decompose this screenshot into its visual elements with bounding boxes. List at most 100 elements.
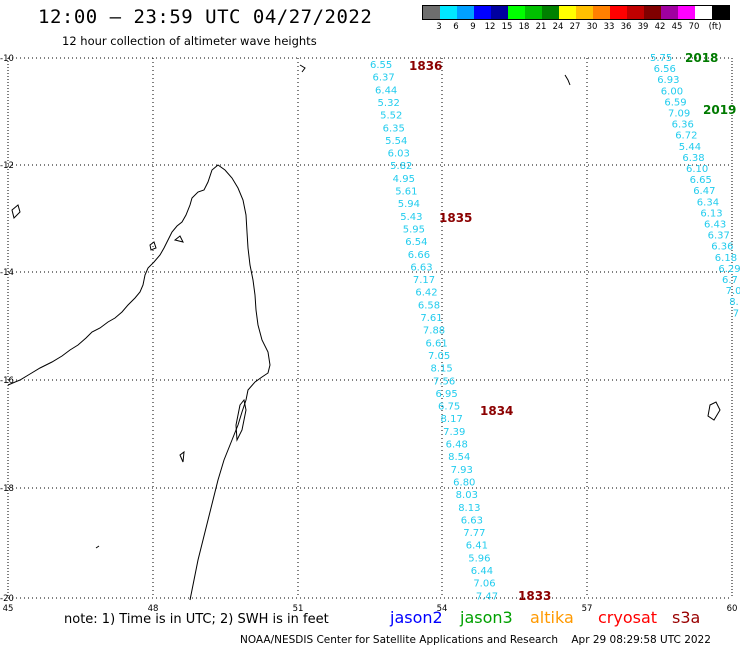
legend-swatch: [457, 6, 474, 19]
map-subtitle: 12 hour collection of altimeter wave hei…: [62, 34, 317, 48]
map-title: 12:00 – 23:59 UTC 04/27/2022: [38, 6, 373, 28]
wave-height-value: 5.61: [395, 187, 417, 198]
wave-height-value: 6.36: [672, 120, 694, 131]
legend-label: 3: [436, 22, 442, 32]
timestamp-label: 1834: [480, 404, 513, 418]
legend-label: 36: [620, 22, 632, 32]
wave-height-value: 6.56: [654, 64, 676, 75]
timestamp-label: 1836: [409, 59, 442, 73]
track-values: 6.556.376.445.325.526.355.546.035.824.95…: [370, 53, 740, 602]
lat-lon-grid: [7, 57, 733, 599]
satellite-name: jason2: [390, 608, 443, 627]
wave-height-value: 6.48: [446, 440, 468, 451]
wave-height-value: 5.54: [385, 136, 407, 147]
wave-height-value: 7.17: [413, 275, 435, 286]
legend-swatch: [576, 6, 593, 19]
wave-height-value: 5.96: [468, 553, 490, 564]
satellite-name: s3a: [672, 608, 701, 627]
wave-height-value: 6.13: [700, 208, 722, 219]
legend-label: 21: [535, 22, 547, 32]
lat-label: -12: [0, 161, 14, 171]
wave-height-value: 8.13: [458, 503, 480, 514]
legend-label: 15: [501, 22, 513, 32]
wave-height-value: 8.15: [430, 364, 452, 375]
lat-label: -20: [0, 594, 14, 604]
wave-height-value: 7.56: [433, 376, 455, 387]
legend-label: (ft): [708, 22, 722, 32]
track-timestamps: 1836 1835 1834 1833 2018 2019: [409, 51, 736, 603]
island: [707, 401, 721, 421]
island: [11, 204, 21, 219]
lon-label: 57: [582, 604, 593, 614]
satellite-name: altika: [530, 608, 574, 627]
units-note: note: 1) Time is in UTC; 2) SWH is in fe…: [64, 612, 329, 627]
wave-height-value: 7.: [733, 308, 740, 319]
wave-height-value: 7.93: [451, 465, 473, 476]
lon-label: 60: [727, 604, 738, 614]
wave-height-value: 6.37: [708, 231, 730, 242]
legend-label: 9: [470, 22, 476, 32]
legend-label: 33: [603, 22, 615, 32]
timestamp-label: 2019: [703, 103, 736, 117]
legend-swatch: [695, 6, 712, 19]
lat-label: -14: [0, 268, 14, 278]
wave-height-value: 6.38: [682, 153, 704, 164]
lon-label: 48: [148, 604, 159, 614]
wave-height-value: 6.54: [405, 237, 427, 248]
island: [173, 235, 184, 243]
island: [149, 241, 157, 251]
satellite-name: jason3: [460, 608, 513, 627]
wave-height-value: 6.37: [373, 73, 395, 84]
wave-height-value: 6.47: [693, 186, 715, 197]
wave-height-value: 5.52: [380, 111, 402, 122]
legend-swatch: [542, 6, 559, 19]
legend-swatch: [644, 6, 661, 19]
legend-labels: 3 6 9 12 15 18 21 24 27 30 33 36 39 42 45 70 (ft): [422, 20, 730, 34]
wave-height-value: 8.03: [456, 490, 478, 501]
wave-height-value: 5.95: [403, 224, 425, 235]
legend-swatch: [423, 6, 440, 19]
wave-height-value: 6.66: [408, 250, 430, 261]
lat-label: -16: [0, 376, 14, 386]
legend-swatch: [678, 6, 695, 19]
legend-swatch: [712, 6, 729, 19]
wave-height-value: 6.42: [415, 288, 437, 299]
coastline: [7, 64, 721, 601]
wave-height-value: 5.75: [650, 53, 672, 64]
wave-height-value: 8.17: [441, 414, 463, 425]
wave-height-value: 6.00: [661, 86, 683, 97]
wave-height-value: 7.47: [476, 591, 498, 602]
legend-swatch: [610, 6, 627, 19]
wave-height-value: 7.77: [463, 528, 485, 539]
wave-height-value: 6.95: [436, 389, 458, 400]
legend-swatch: [525, 6, 542, 19]
lat-label: -10: [0, 54, 14, 64]
wave-height-value: 6.29: [718, 264, 740, 275]
legend-swatch: [661, 6, 678, 19]
wave-height-value: 8.54: [448, 452, 470, 463]
wave-height-value: 5.43: [400, 212, 422, 223]
wave-height-value: 6.35: [383, 123, 405, 134]
wave-height-value: 6.75: [438, 402, 460, 413]
wave-height-value: 6.03: [388, 149, 410, 160]
wave-height-value: 6.55: [370, 60, 392, 71]
legend-swatch: [491, 6, 508, 19]
wave-height-value: 6.61: [425, 338, 447, 349]
wave-height-value: 7.39: [443, 427, 465, 438]
lon-label: 45: [3, 604, 14, 614]
island: [95, 545, 100, 549]
wave-height-value: 7.88: [423, 326, 445, 337]
wave-height-value: 7.61: [420, 313, 442, 324]
island: [235, 398, 247, 442]
legend-label: 6: [453, 22, 459, 32]
wave-height-value: 5.44: [679, 142, 701, 153]
wave-height-value: 6.10: [686, 164, 708, 175]
legend-label: 27: [569, 22, 581, 32]
wave-height-value: 4.95: [393, 174, 415, 185]
lon-label: 54: [437, 604, 448, 614]
lat-label: -18: [0, 484, 14, 494]
island: [179, 450, 185, 463]
credit-line: NOAA/NESDIS Center for Satellite Applica…: [240, 634, 711, 646]
legend-label: 39: [637, 22, 649, 32]
